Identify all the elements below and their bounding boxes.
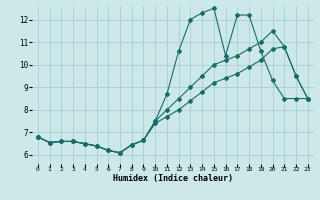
X-axis label: Humidex (Indice chaleur): Humidex (Indice chaleur) [113, 174, 233, 183]
